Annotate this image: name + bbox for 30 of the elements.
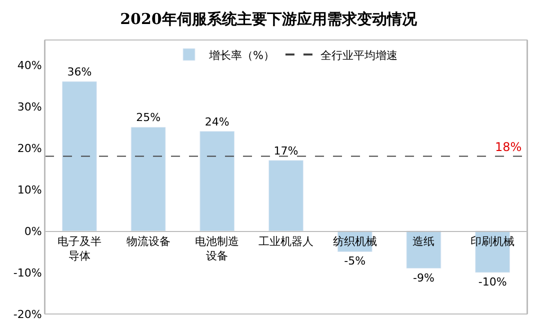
text: -5% bbox=[344, 254, 366, 268]
x-tick-label: 造纸 bbox=[412, 235, 435, 248]
bar bbox=[200, 131, 235, 232]
text: 17% bbox=[274, 144, 298, 158]
y-tick-label: 20% bbox=[17, 142, 42, 155]
bar bbox=[130, 126, 166, 232]
text: -10% bbox=[478, 275, 507, 288]
y-tick-label: 30% bbox=[17, 100, 42, 114]
legend-label: 增长率（%） bbox=[208, 48, 274, 62]
text: 36% bbox=[67, 66, 92, 79]
x-tick-label: 物流设备 bbox=[126, 235, 170, 248]
x-tick-label: 电池制造设备 bbox=[195, 235, 240, 262]
legend-label: 全行业平均增速 bbox=[320, 48, 398, 62]
text: 24% bbox=[204, 115, 230, 128]
y-tick-label: -10% bbox=[13, 266, 42, 280]
y-tick-label: 40% bbox=[17, 58, 42, 72]
annotation: 18% bbox=[495, 140, 522, 154]
y-tick-label: 0% bbox=[24, 224, 42, 238]
x-tick-label: 印刷机械 bbox=[470, 235, 515, 248]
text: 25% bbox=[136, 111, 161, 124]
bar bbox=[62, 81, 97, 232]
x-tick-label: 工业机器人 bbox=[258, 235, 314, 248]
y-tick-label: -20% bbox=[13, 308, 42, 321]
x-tick-label: 电子及半导体 bbox=[57, 235, 102, 262]
chart-title: 2020年伺服系统主要下游应用需求变动情况 bbox=[120, 10, 418, 28]
bar bbox=[406, 230, 442, 269]
x-tick-label: 纺织机械 bbox=[332, 235, 377, 248]
y-tick-label: 10% bbox=[17, 183, 42, 196]
bar bbox=[268, 160, 304, 232]
text: -9% bbox=[413, 271, 434, 284]
